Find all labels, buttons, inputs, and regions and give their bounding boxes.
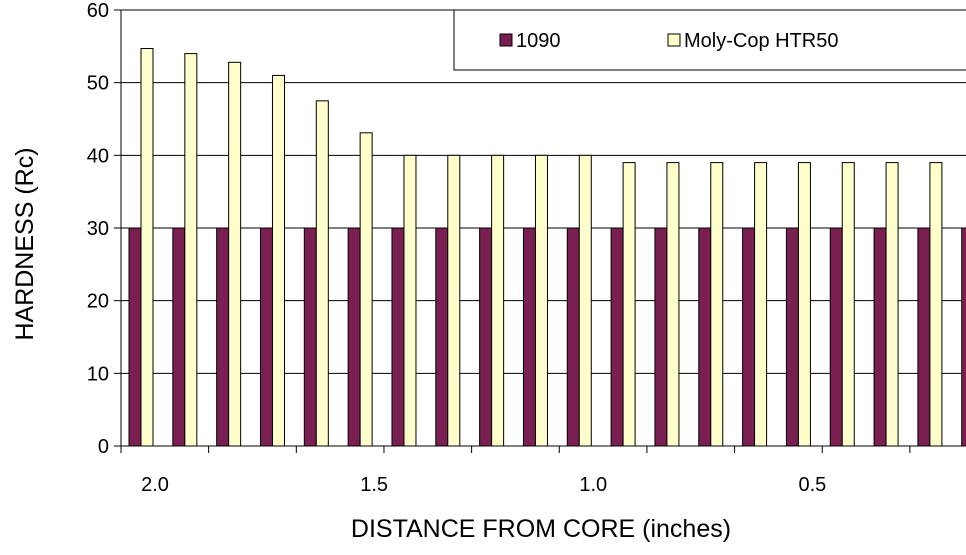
legend-label-htr50: Moly-Cop HTR50 — [684, 30, 838, 52]
legend-label-1090: 1090 — [516, 30, 561, 52]
bar-htr50 — [578, 154, 592, 447]
bar-1090 — [785, 227, 799, 447]
y-tick-label: 0 — [98, 436, 109, 458]
bar-1090 — [742, 227, 756, 447]
y-tick-label: 30 — [87, 218, 109, 240]
bar-1090 — [303, 227, 317, 447]
x-tick-label: 1.5 — [360, 474, 388, 496]
bar-htr50 — [447, 154, 461, 447]
bar-1090 — [391, 227, 405, 447]
y-tick-label: 60 — [87, 0, 109, 22]
bar-htr50 — [184, 53, 198, 447]
bar-1090 — [829, 227, 843, 447]
legend-swatch-1090 — [499, 33, 513, 47]
bar-1090 — [698, 227, 712, 447]
bar-1090 — [873, 227, 887, 447]
bar-htr50 — [140, 48, 154, 447]
bar-1090 — [479, 227, 493, 447]
y-tick-label: 10 — [87, 363, 109, 385]
bar-1090 — [259, 227, 273, 447]
bar-1090 — [654, 227, 668, 447]
bar-1090 — [128, 227, 142, 447]
x-tick-label: 1.0 — [579, 474, 607, 496]
legend: 1090 Moly-Cop HTR50 — [453, 9, 966, 71]
legend-box — [453, 9, 966, 71]
bar-1090 — [216, 227, 230, 447]
bar-1090 — [610, 227, 624, 447]
x-tick-label: 2.0 — [141, 474, 169, 496]
y-tick-label: 50 — [87, 73, 109, 95]
bar-1090 — [347, 227, 361, 447]
legend-swatch-htr50 — [667, 33, 681, 47]
bar-htr50 — [534, 154, 548, 447]
x-tick-label: 0.5 — [799, 474, 827, 496]
bar-htr50 — [710, 162, 724, 447]
bar-htr50 — [754, 162, 768, 447]
bar-1090 — [435, 227, 449, 447]
bar-htr50 — [885, 162, 899, 447]
y-axis-label: HARDNESS (Rc) — [11, 147, 39, 340]
bar-1090 — [917, 227, 931, 447]
y-tick-label: 20 — [87, 291, 109, 313]
axes: 0 10 20 30 40 50 60 2.0 1.5 1.0 0.5 — [87, 0, 966, 496]
x-axis-label: DISTANCE FROM CORE (inches) — [351, 515, 731, 543]
bar-htr50 — [622, 162, 636, 447]
bar-htr50 — [403, 154, 417, 447]
y-tick-label: 40 — [87, 145, 109, 167]
bar-htr50 — [271, 74, 285, 447]
bar-1090 — [566, 227, 580, 447]
bar-htr50 — [666, 162, 680, 447]
bar-htr50 — [491, 154, 505, 447]
bar-htr50 — [797, 162, 811, 447]
bars — [128, 48, 966, 447]
bar-1090 — [172, 227, 186, 447]
bar-htr50 — [315, 100, 329, 447]
bar-htr50 — [228, 61, 242, 447]
bar-htr50 — [929, 162, 943, 447]
bar-1090 — [522, 227, 536, 447]
bar-1090 — [961, 227, 966, 447]
bar-htr50 — [841, 162, 855, 447]
bar-htr50 — [359, 132, 373, 447]
